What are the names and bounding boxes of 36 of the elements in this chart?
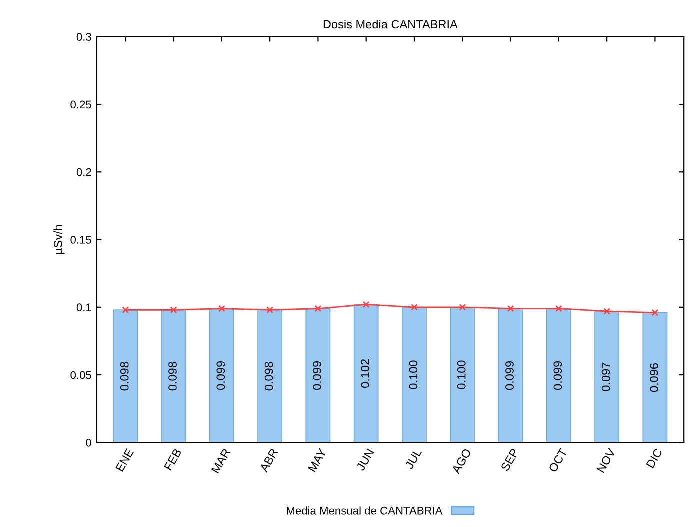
y-tick-label: 0.3 xyxy=(76,33,92,42)
data-label: 0.100 xyxy=(409,360,418,390)
point xyxy=(314,305,322,312)
point xyxy=(411,304,418,311)
y-tick-label: 0.1 xyxy=(76,304,92,312)
point xyxy=(218,305,226,312)
point xyxy=(122,306,130,314)
y-axis-title: µSv/h xyxy=(54,225,65,254)
data-label: 0.099 xyxy=(506,362,514,390)
x-tick-label: DIC xyxy=(646,448,663,469)
data-label: 0.100 xyxy=(457,360,466,390)
point xyxy=(555,305,562,312)
y-tick-label: 0.15 xyxy=(70,236,92,244)
data-label: 0.099 xyxy=(313,362,322,390)
data-label: 0.099 xyxy=(554,362,562,390)
point xyxy=(652,309,659,316)
point xyxy=(459,304,466,311)
point xyxy=(266,306,274,314)
data-label: 0.098 xyxy=(168,362,177,391)
x-tick-label: JUL xyxy=(404,448,422,470)
y-tick-label: 0.05 xyxy=(70,371,92,380)
point xyxy=(507,305,514,312)
chart-title: Dosis Media CANTABRIA xyxy=(324,20,458,29)
point xyxy=(604,308,611,315)
y-tick-label: 0.25 xyxy=(70,100,92,109)
data-label: 0.097 xyxy=(602,362,610,392)
legend-label: Media Mensual de CANTABRIA xyxy=(287,506,443,515)
data-label: 0.098 xyxy=(264,362,274,391)
point xyxy=(362,301,370,308)
data-label: 0.102 xyxy=(361,360,370,388)
data-label: 0.096 xyxy=(650,364,658,392)
data-label: 0.098 xyxy=(120,362,129,391)
y-tick-label: 0.2 xyxy=(76,168,92,176)
point xyxy=(170,306,178,314)
y-tick-label: 0 xyxy=(86,438,92,447)
data-label: 0.099 xyxy=(216,362,226,390)
